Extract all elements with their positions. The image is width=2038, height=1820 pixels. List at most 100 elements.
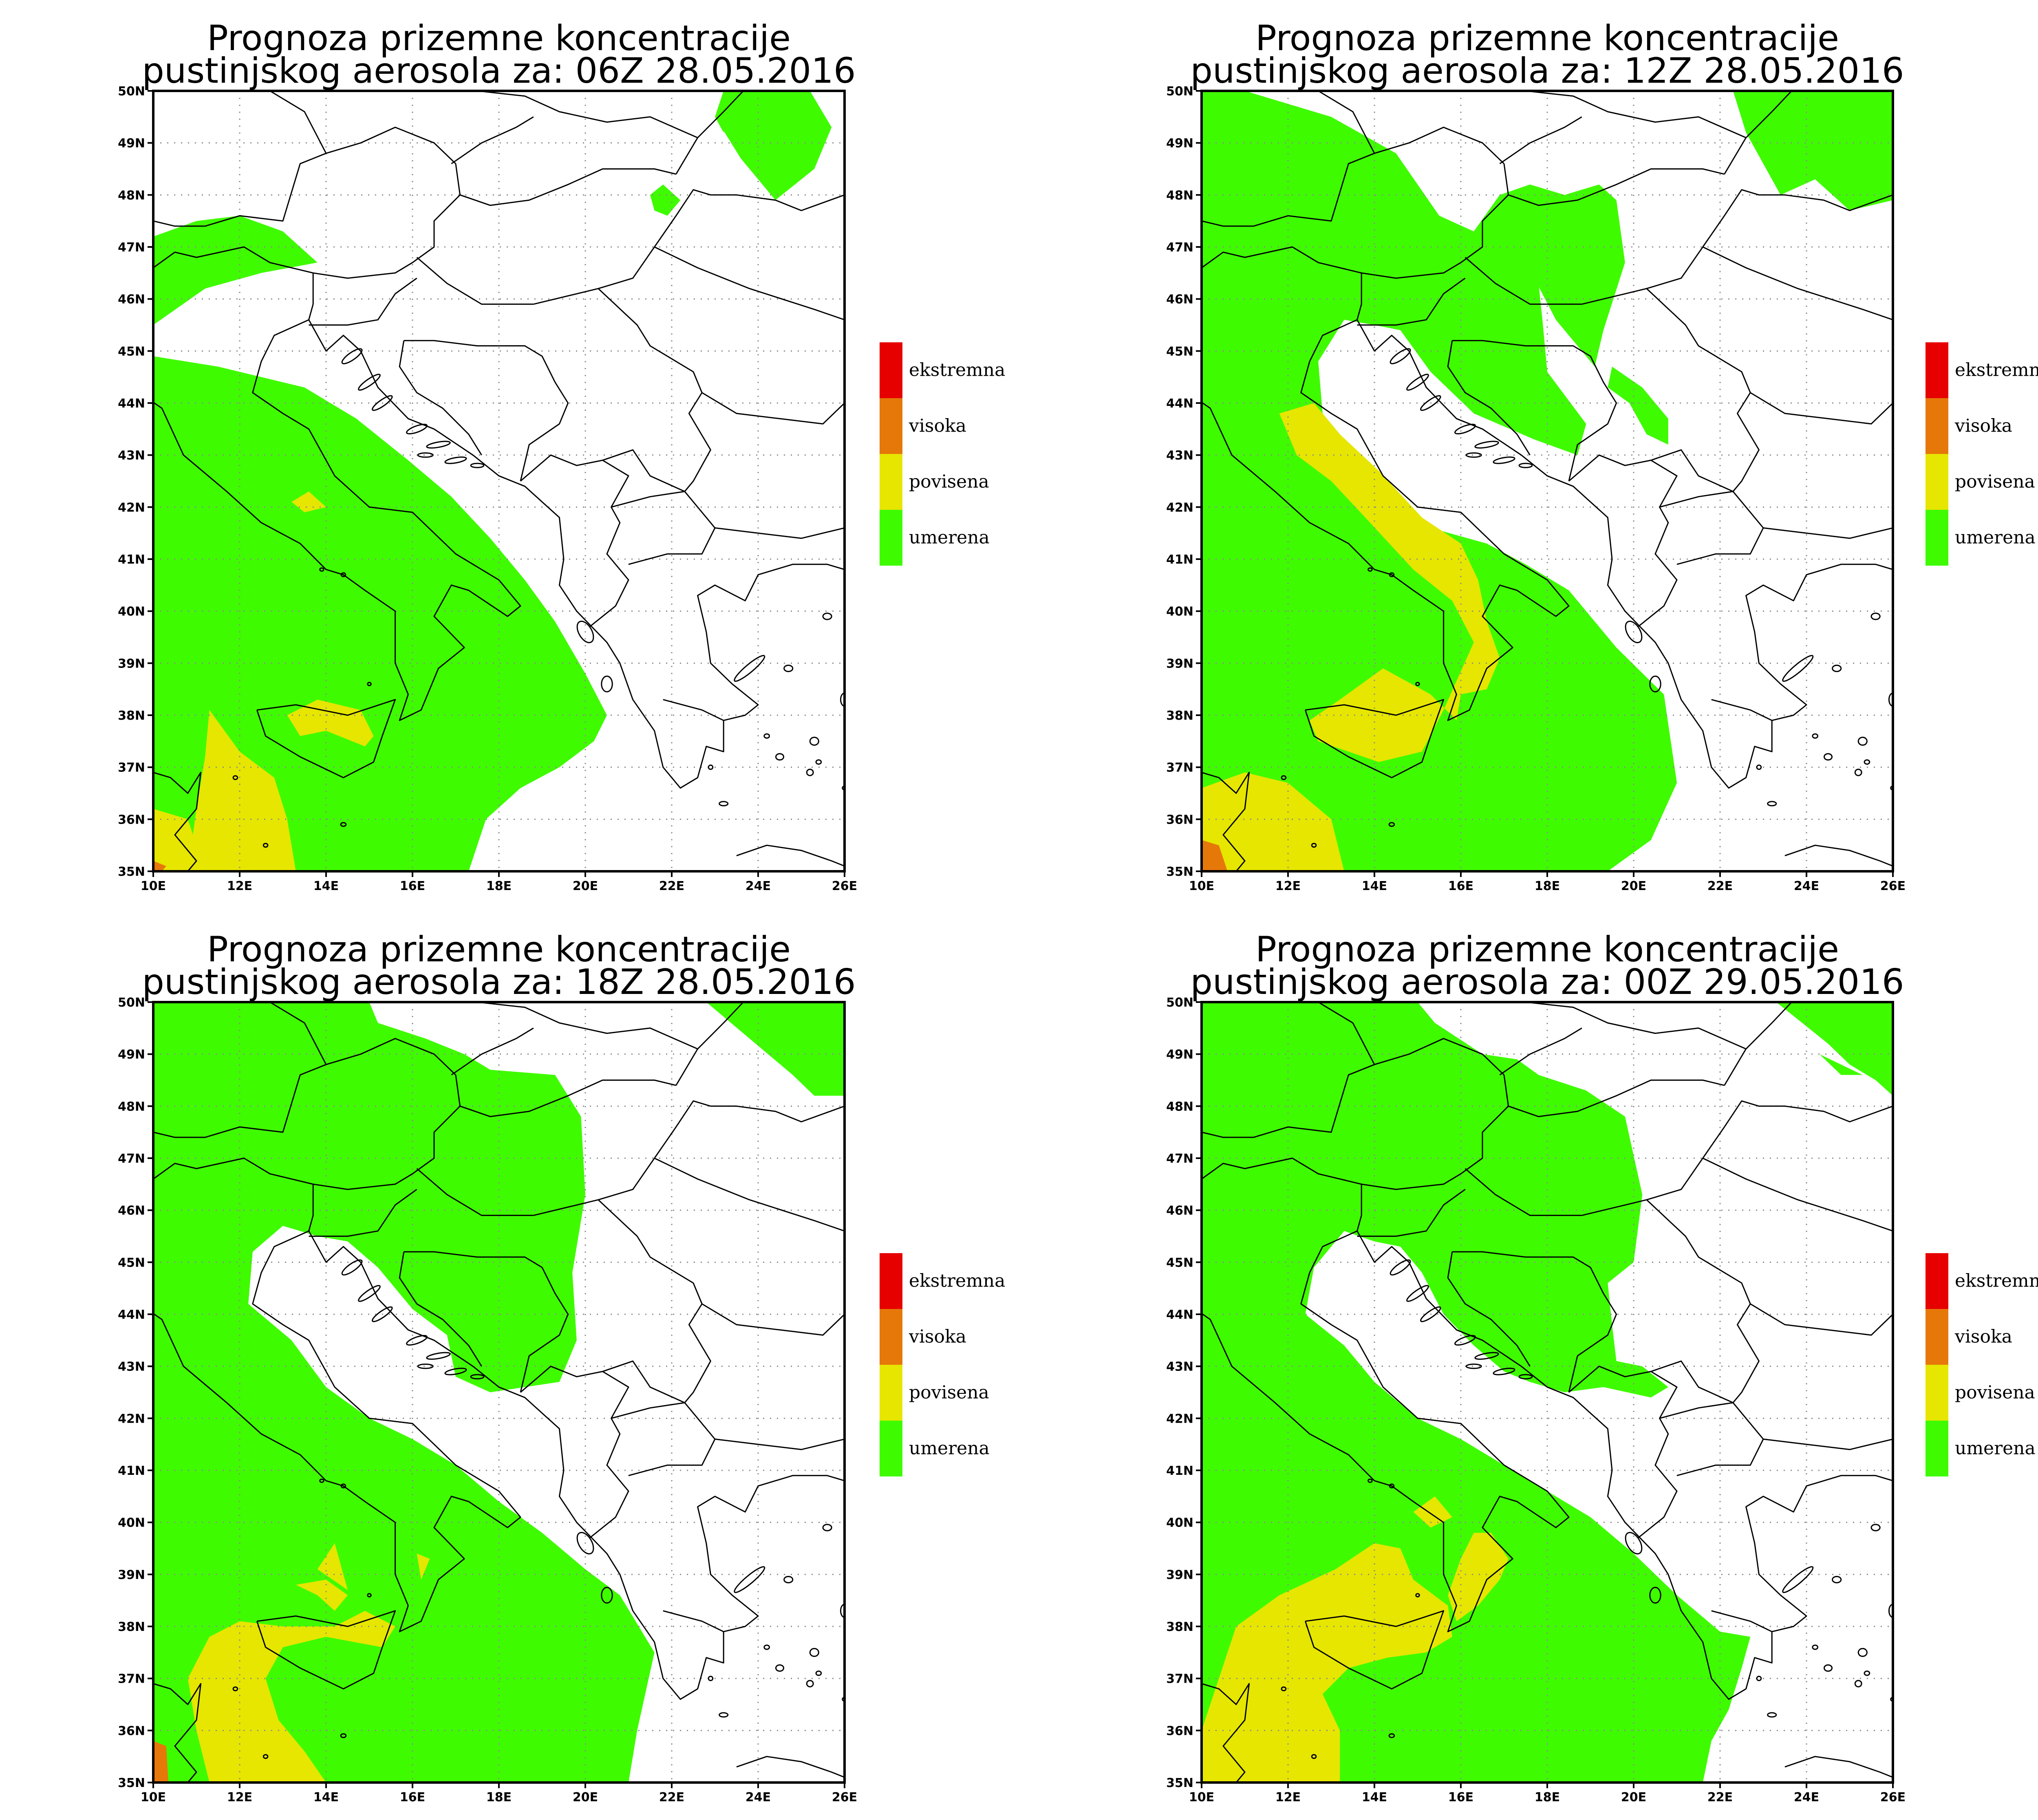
- island-outline: [1465, 452, 1482, 458]
- legend-swatch-ekstremna: [1926, 1253, 1948, 1309]
- y-tick-label: 48N: [118, 188, 145, 203]
- legend-swatch-umerena: [1926, 510, 1948, 566]
- island-outline: [1389, 1483, 1395, 1489]
- map-outline-sicily: [1304, 699, 1445, 778]
- zone-povisena: [287, 699, 374, 747]
- map-outline-ro_bg: [1750, 392, 1893, 425]
- island-outline: [783, 664, 794, 672]
- island-outline: [1474, 441, 1499, 449]
- zone-umerena: [153, 216, 318, 325]
- map-area: [1202, 1002, 1893, 1783]
- map-outline-africa: [1202, 771, 1250, 871]
- island-outline: [719, 1712, 729, 1718]
- y-tick-label: 36N: [1166, 1724, 1193, 1738]
- x-tick-label: 10E: [1189, 1790, 1214, 1805]
- island-outline: [809, 736, 819, 746]
- map-outline-cz_sk: [1499, 1027, 1582, 1075]
- x-tick-label: 24E: [746, 879, 771, 893]
- y-tick-label: 42N: [118, 1412, 145, 1426]
- island-outline: [444, 456, 467, 464]
- island-outline: [1756, 1676, 1762, 1681]
- map-outline-ba_inner: [1447, 1252, 1531, 1367]
- map-outline-hu_rs_ro: [533, 189, 845, 305]
- y-tick-label: 44N: [118, 1308, 145, 1322]
- island-outline: [1406, 1285, 1429, 1302]
- legend-swatch-povisena: [1926, 1365, 1948, 1421]
- map-outline-ba_inner: [399, 1252, 482, 1367]
- zone-povisena: [1413, 1496, 1452, 1528]
- map-outline-si_hr: [1357, 1189, 1466, 1237]
- island-outline: [358, 1285, 381, 1302]
- legend-label-ekstremna: ekstremna: [1955, 360, 2038, 381]
- map-outline-hr_ba: [1452, 340, 1617, 481]
- panel-title-line1: Prognoza prizemne koncentracije: [207, 929, 791, 970]
- map-outline-bg_gr: [715, 1438, 845, 1450]
- x-tick-label: 22E: [1707, 879, 1733, 893]
- island-outline: [1823, 753, 1833, 761]
- map-panel-4: Prognoza prizemne koncentracijepustinjsk…: [1166, 929, 2038, 1805]
- map-outline-cz_de: [1317, 91, 1375, 154]
- legend-label-ekstremna: ekstremna: [1955, 1271, 2038, 1291]
- island-outline: [341, 348, 363, 364]
- island-outline: [1415, 682, 1420, 686]
- zone-povisena: [417, 1553, 430, 1580]
- map-outline-bg_gr: [715, 527, 845, 539]
- island-outline: [470, 463, 485, 468]
- map-outline-sk_hu: [460, 1080, 676, 1117]
- y-tick-label: 43N: [1166, 449, 1193, 463]
- map-outline-hu_hr: [1465, 257, 1582, 305]
- y-tick-label: 36N: [118, 813, 145, 827]
- map-outline-cz_sk: [1499, 116, 1582, 164]
- map-outline-sk_hu: [460, 168, 676, 206]
- island-outline: [470, 1374, 485, 1379]
- island-outline: [1857, 736, 1868, 746]
- island-outline: [775, 1664, 785, 1672]
- map-outline-ch_at: [153, 126, 457, 227]
- x-tick-label: 26E: [832, 879, 857, 893]
- x-tick-label: 16E: [1448, 879, 1473, 893]
- zone-umerena: [650, 184, 681, 216]
- island-outline: [1454, 423, 1476, 434]
- island-outline: [1420, 1306, 1441, 1322]
- x-tick-label: 12E: [1275, 1790, 1301, 1805]
- map-outline-ro_inner: [1702, 246, 1893, 321]
- map-outline-crete: [1784, 844, 1893, 867]
- map-outline-ua_md: [1724, 91, 1793, 175]
- map-outline-alps_it: [153, 246, 314, 320]
- map-outline-bg_gr: [1763, 527, 1893, 539]
- legend-swatch-ekstremna: [880, 1253, 902, 1309]
- island-outline: [444, 1368, 467, 1375]
- y-tick-label: 43N: [118, 1360, 145, 1374]
- island-outline: [406, 1335, 428, 1346]
- legend-label-umerena: umerena: [1955, 527, 2036, 548]
- island-outline: [601, 675, 613, 693]
- y-tick-label: 45N: [1166, 344, 1193, 359]
- island-outline: [340, 572, 346, 577]
- map-outline-sicily: [256, 1610, 396, 1690]
- y-tick-label: 46N: [118, 1204, 145, 1218]
- map-outline-hu_rs_ro: [1581, 189, 1893, 305]
- zone-umerena: [1202, 91, 1677, 871]
- legend-label-visoka: visoka: [1954, 1326, 2012, 1347]
- y-tick-label: 50N: [118, 84, 145, 99]
- map-outline-ro_bg: [1750, 1303, 1893, 1336]
- x-tick-label: 18E: [486, 879, 512, 893]
- legend-label-visoka: visoka: [909, 1326, 966, 1347]
- map-panel-1: Prognoza prizemne koncentracijepustinjsk…: [118, 18, 1005, 893]
- island-outline: [1389, 572, 1395, 577]
- legend-label-ekstremna: ekstremna: [909, 1271, 1005, 1291]
- y-tick-label: 36N: [118, 1724, 145, 1738]
- x-tick-label: 10E: [141, 1790, 166, 1805]
- island-outline: [806, 769, 814, 776]
- zone-umerena: [153, 1002, 655, 1783]
- map-outline-italy: [1202, 319, 1570, 721]
- zone-povisena: [1202, 772, 1344, 871]
- y-tick-label: 37N: [1166, 1672, 1193, 1686]
- map-outline-balkan: [1356, 1230, 1893, 1700]
- map-outline-peloponnese_gulf: [1711, 699, 1772, 721]
- legend-label-ekstremna: ekstremna: [909, 360, 1005, 381]
- island-outline: [1854, 769, 1862, 776]
- map-area: [153, 1002, 845, 1783]
- y-tick-label: 35N: [1166, 865, 1193, 879]
- legend-swatch-povisena: [1926, 454, 1948, 510]
